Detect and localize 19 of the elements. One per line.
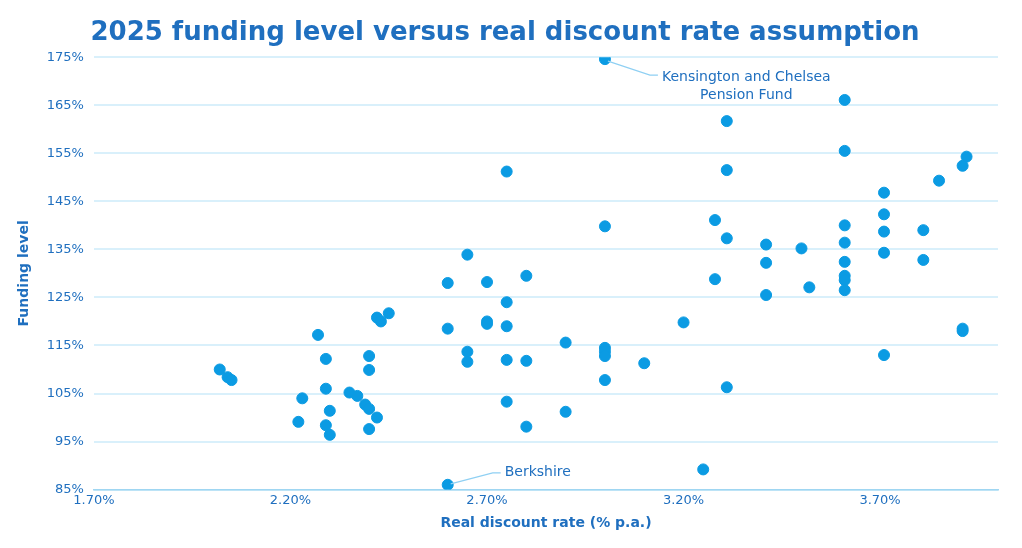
x-tick-label: 2.20% xyxy=(269,491,312,507)
y-tick-label: 95% xyxy=(55,432,84,448)
y-tick-label: 125% xyxy=(46,288,84,304)
y-tick-label: 105% xyxy=(46,384,84,400)
y-tick-label: 145% xyxy=(46,192,84,208)
y-axis-title: Funding level xyxy=(15,220,32,327)
y-tick-label: 135% xyxy=(46,240,84,256)
y-tick-label: 175% xyxy=(46,48,84,64)
y-tick-label: 165% xyxy=(46,96,84,112)
x-tick-label: 3.70% xyxy=(859,491,901,507)
x-axis-title: Real discount rate (% p.a.) xyxy=(440,514,652,531)
annotation: Kensington and Chelsea Pension Fund xyxy=(661,67,831,102)
y-tick-label: 115% xyxy=(46,336,84,352)
y-tick-label: 85% xyxy=(55,480,84,496)
chart-title: 2025 funding level versus real discount rate assumption xyxy=(90,16,920,47)
x-tick-label: 2.70% xyxy=(466,491,508,507)
annotation: Berkshire xyxy=(504,463,571,480)
y-tick-label: 155% xyxy=(46,144,84,160)
x-tick-label: 3.20% xyxy=(662,491,705,507)
